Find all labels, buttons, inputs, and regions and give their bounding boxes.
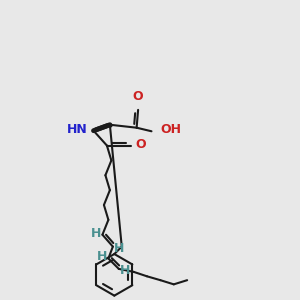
Text: H: H <box>120 264 130 277</box>
Text: H: H <box>97 250 107 263</box>
Text: OH: OH <box>160 123 182 136</box>
Text: O: O <box>135 138 146 151</box>
Text: O: O <box>133 90 143 103</box>
Text: HN: HN <box>67 123 88 136</box>
Text: H: H <box>114 242 124 255</box>
Text: H: H <box>91 227 101 240</box>
